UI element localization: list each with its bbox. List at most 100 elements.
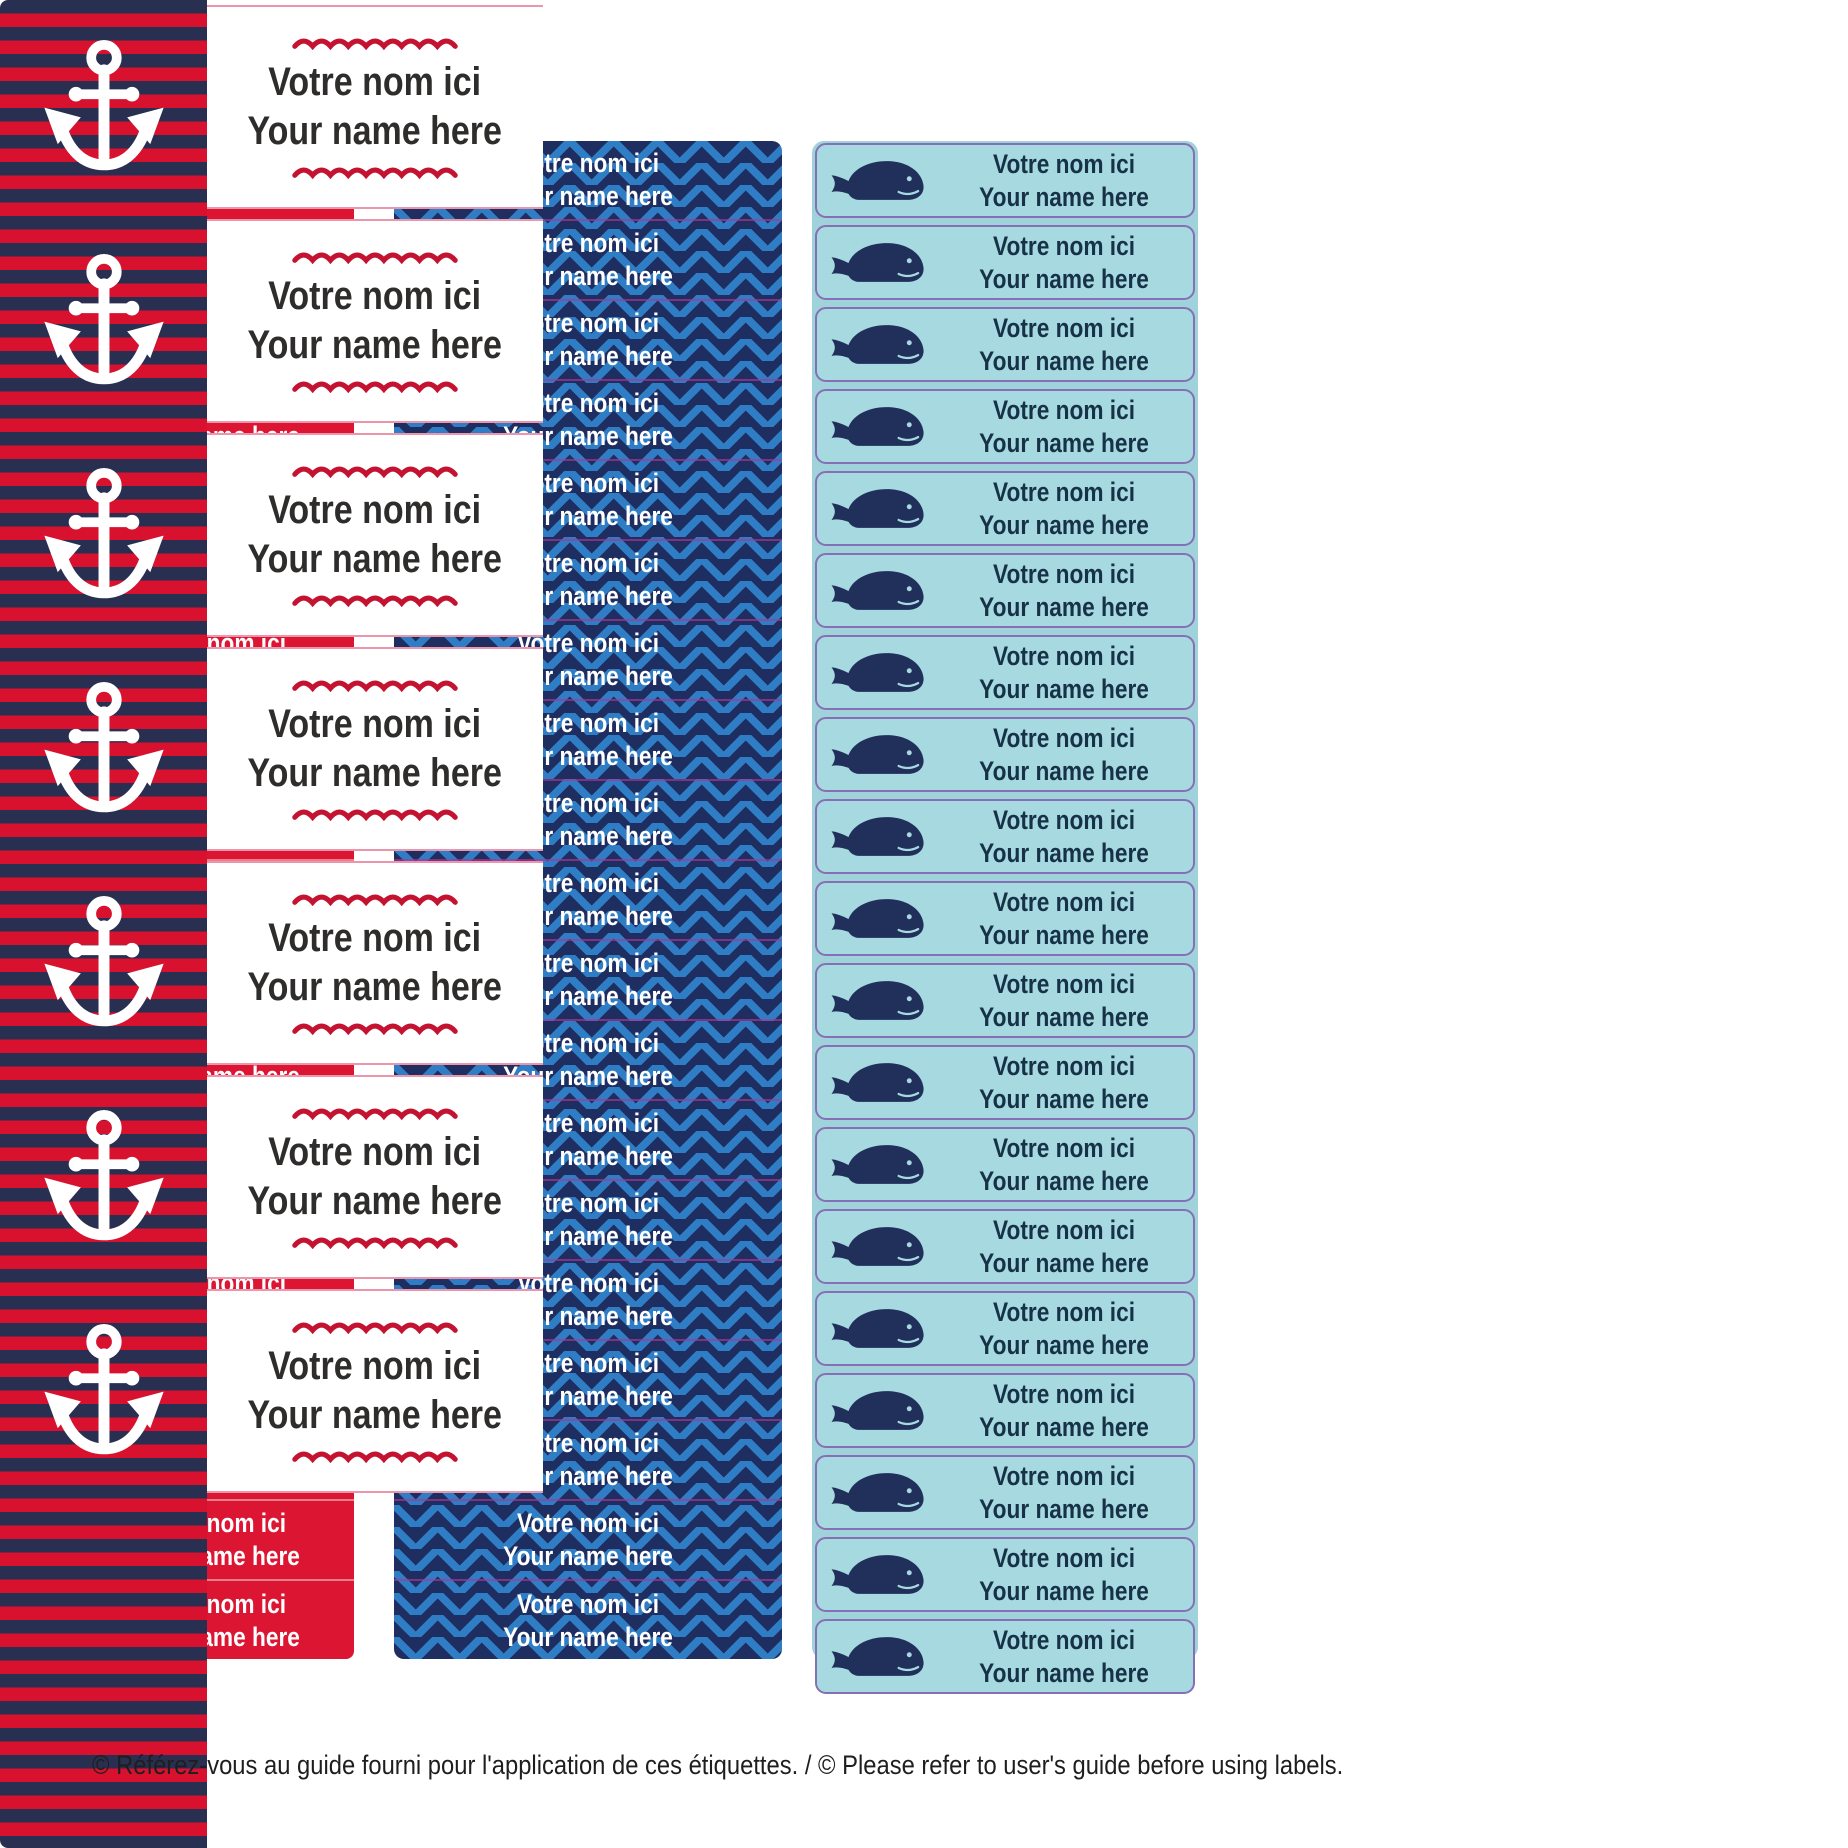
label-line-en: Your name here [979,673,1149,704]
whale-name-label-row: Votre nom ici Your name here [812,143,1198,223]
whale-name-label-row: Votre nom ici Your name here [812,1045,1198,1125]
wave-line-icon [292,1451,458,1463]
label-line-en: Your name here [979,1083,1149,1114]
label-text: Votre nom ici Your name here [979,148,1149,214]
label-text: Votre nom ici Your name here [248,272,502,370]
whale-icon [817,398,945,455]
whale-name-label-row: Votre nom ici Your name here [812,1127,1198,1207]
wave-line-icon [292,894,458,906]
label-line-fr: Votre nom ici [992,1378,1135,1409]
label-text: Votre nom ici Your name here [979,230,1149,296]
label-text: Votre nom ici Your name here [979,968,1149,1034]
label-line-fr: Votre nom ici [516,1508,659,1538]
whale-name-label-row: Votre nom ici Your name here [812,1455,1198,1535]
label-line-fr: Votre nom ici [268,488,482,532]
large-name-label: Votre nom ici Your name here [0,214,543,428]
whale-name-label: Votre nom ici Your name here [815,307,1195,382]
label-line-fr: Votre nom ici [992,886,1135,917]
whale-icon [817,890,945,947]
label-line-fr: Votre nom ici [992,640,1135,671]
label-line-en: Your name here [247,323,503,367]
label-line-fr: Votre nom ici [992,1050,1135,1081]
label-line-en: Your name here [979,1247,1149,1278]
whale-name-label: Votre nom ici Your name here [815,225,1195,300]
label-line-en: Your name here [979,755,1149,786]
label-line-fr: Votre nom ici [268,702,482,746]
label-line-en: Your name here [979,427,1149,458]
whale-name-label: Votre nom ici Your name here [815,1455,1195,1530]
label-text: Votre nom ici Your name here [979,722,1149,788]
label-line-en: Your name here [979,837,1149,868]
chevron-name-label: Votre nom ici Your name here [394,1501,782,1581]
label-line-fr: Votre nom ici [992,1460,1135,1491]
whale-name-label-row: Votre nom ici Your name here [812,1209,1198,1289]
whale-name-label: Votre nom ici Your name here [815,1127,1195,1202]
large-anchor-label-column: Votre nom ici Your name here [0,0,543,1848]
label-line-fr: Votre nom ici [992,1542,1135,1573]
label-text: Votre nom ici Your name here [503,1507,673,1573]
label-text: Votre nom ici Your name here [979,1378,1149,1444]
label-text: Votre nom ici Your name here [248,914,502,1012]
whale-icon [817,972,945,1029]
label-line-fr: Votre nom ici [992,312,1135,343]
label-line-fr: Votre nom ici [992,394,1135,425]
label-text: Votre nom ici Your name here [979,1460,1149,1526]
anchor-icon [0,214,207,428]
whale-name-label: Votre nom ici Your name here [815,389,1195,464]
label-text: Votre nom ici Your name here [979,312,1149,378]
whale-name-label: Votre nom ici Your name here [815,1209,1195,1284]
anchor-icon [0,428,207,642]
wave-line-icon [292,38,458,50]
wave-line-icon [292,1322,458,1334]
wave-line-icon [292,1108,458,1120]
label-line-en: Your name here [979,1575,1149,1606]
label-line-fr: Votre nom ici [992,1624,1135,1655]
label-text: Votre nom ici Your name here [248,700,502,798]
label-line-en: Your name here [979,1329,1149,1360]
wave-line-icon [292,167,458,179]
label-text: Votre nom ici Your name here [979,1132,1149,1198]
whale-name-label-row: Votre nom ici Your name here [812,1537,1198,1617]
whale-name-label: Votre nom ici Your name here [815,1045,1195,1120]
label-line-fr: Votre nom ici [268,60,482,104]
large-name-label: Votre nom ici Your name here [0,0,543,214]
whale-name-label-row: Votre nom ici Your name here [812,471,1198,551]
anchor-icon [0,1284,207,1498]
chevron-name-label: Votre nom ici Your name here [394,1581,782,1659]
label-line-en: Your name here [979,1411,1149,1442]
whale-name-label: Votre nom ici Your name here [815,553,1195,628]
label-line-fr: Votre nom ici [992,722,1135,753]
label-text: Votre nom ici Your name here [979,1050,1149,1116]
wave-line-icon [292,809,458,821]
label-line-en: Your name here [979,591,1149,622]
whale-icon [817,1628,945,1685]
large-name-label: Votre nom ici Your name here [0,856,543,1070]
whale-name-label: Votre nom ici Your name here [815,799,1195,874]
large-label-text-area: Votre nom ici Your name here [207,219,543,423]
large-label-text-area: Votre nom ici Your name here [207,1075,543,1279]
label-line-fr: Votre nom ici [992,476,1135,507]
whale-name-label-row: Votre nom ici Your name here [812,1373,1198,1453]
large-label-text-area: Votre nom ici Your name here [207,1289,543,1493]
anchor-icon [0,1070,207,1284]
whale-icon [817,234,945,291]
wave-line-icon [292,680,458,692]
label-text: Votre nom ici Your name here [503,1588,673,1654]
whale-name-label-row: Votre nom ici Your name here [812,1291,1198,1371]
label-line-en: Your name here [979,263,1149,294]
label-line-en: Your name here [979,509,1149,540]
whale-name-label: Votre nom ici Your name here [815,635,1195,710]
whale-name-label: Votre nom ici Your name here [815,881,1195,956]
whale-name-label-row: Votre nom ici Your name here [812,963,1198,1043]
label-text: Votre nom ici Your name here [979,640,1149,706]
label-line-en: Your name here [503,1622,673,1652]
label-line-fr: Votre nom ici [992,1214,1135,1245]
label-text: Votre nom ici Your name here [979,1214,1149,1280]
whale-label-column: Votre nom ici Your name here Votre nom i… [812,141,1198,1694]
wave-line-icon [292,595,458,607]
whale-name-label: Votre nom ici Your name here [815,1537,1195,1612]
whale-name-label-row: Votre nom ici Your name here [812,389,1198,469]
large-label-text-area: Votre nom ici Your name here [207,861,543,1065]
whale-name-label: Votre nom ici Your name here [815,717,1195,792]
